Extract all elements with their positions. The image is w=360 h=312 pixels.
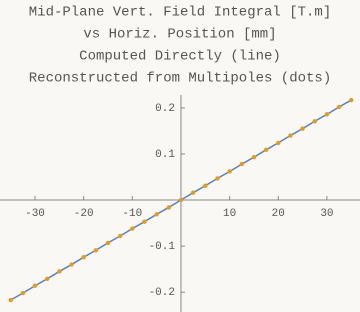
data-dot <box>142 219 147 224</box>
data-dot <box>32 283 38 288</box>
data-dot <box>336 104 342 110</box>
data-dot <box>178 197 184 203</box>
y-tick-label: -0.2 <box>149 287 175 299</box>
y-tick-label: -0.1 <box>149 241 176 253</box>
title-line: Reconstructed from Multipoles (dots) <box>29 71 331 87</box>
data-dot <box>130 226 135 231</box>
y-tick-label: 0.2 <box>155 103 175 115</box>
data-dot <box>81 254 86 260</box>
data-dot <box>288 133 293 138</box>
data-dot <box>105 240 111 246</box>
data-dot <box>300 126 305 131</box>
data-dot <box>349 97 354 103</box>
data-dot <box>312 119 317 124</box>
data-dot <box>154 212 159 217</box>
data-dot <box>166 205 172 210</box>
y-tick-label: 0.1 <box>155 149 175 161</box>
data-dot <box>239 161 244 167</box>
x-tick-label: -30 <box>25 208 45 220</box>
data-dot <box>324 112 330 117</box>
x-tick-label: 20 <box>272 208 285 220</box>
data-dot <box>8 297 13 303</box>
x-tick-label: 30 <box>320 208 333 220</box>
title-line: Computed Directly (line) <box>79 49 281 65</box>
data-dot <box>263 147 269 153</box>
data-dot <box>117 233 123 239</box>
data-dot <box>251 154 257 160</box>
data-dot <box>44 276 50 282</box>
data-dot <box>69 262 74 267</box>
x-tick-label: 10 <box>223 208 236 220</box>
x-tick-label: -20 <box>74 208 94 220</box>
data-dot <box>203 183 208 188</box>
data-dot <box>215 176 220 181</box>
data-dot <box>93 248 99 253</box>
x-tick-label: -10 <box>122 208 142 220</box>
data-dot <box>20 290 26 296</box>
title-line: Mid-Plane Vert. Field Integral [T.m] <box>29 5 331 21</box>
data-dot <box>190 190 196 195</box>
data-dot <box>227 169 232 174</box>
data-dot <box>276 140 281 146</box>
data-dot <box>57 269 62 274</box>
title-line: vs Horiz. Position [mm] <box>83 27 276 43</box>
